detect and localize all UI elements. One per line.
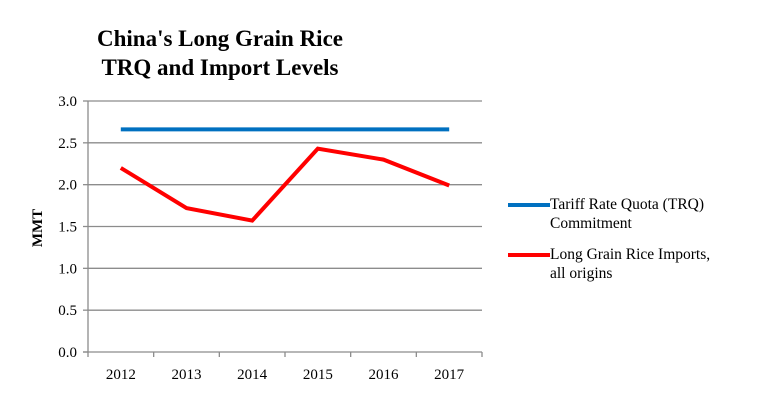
legend-label-imports-line-2: all origins <box>550 265 613 282</box>
legend-swatch-imports <box>508 253 550 257</box>
legend-label-imports-line-1: Long Grain Rice Imports, <box>550 246 711 263</box>
x-tick-label: 2017 <box>434 367 465 383</box>
y-tick-label: 1.0 <box>58 261 77 277</box>
x-tick-label: 2012 <box>106 367 136 383</box>
y-tick-label: 1.5 <box>58 220 77 236</box>
axes <box>83 100 483 357</box>
x-tick-label: 2014 <box>237 367 268 383</box>
y-tick-label: 0.0 <box>58 345 77 361</box>
x-tick-label: 2015 <box>303 367 333 383</box>
chart-title-line-2: TRQ and Import Levels <box>101 55 339 80</box>
legend-swatch-trq <box>508 203 550 207</box>
y-tick-label: 3.0 <box>58 94 77 110</box>
x-tick-label: 2016 <box>369 367 400 383</box>
y-tick-label: 2.0 <box>58 178 77 194</box>
series-lines <box>119 127 450 223</box>
legend-label-trq-line-1: Tariff Rate Quota (TRQ) <box>550 196 705 213</box>
x-tick-labels: 2012 2013 2014 2015 2016 2017 <box>106 367 465 383</box>
y-axis-label: MMT <box>30 209 46 247</box>
y-tick-label: 2.5 <box>58 136 77 152</box>
gridlines <box>88 100 482 311</box>
series-line-imports <box>119 146 450 223</box>
y-tick-label: 0.5 <box>58 303 77 319</box>
chart-title: China's Long Grain Rice TRQ and Import L… <box>60 24 380 82</box>
chart-title-line-1: China's Long Grain Rice <box>96 26 343 51</box>
y-tick-labels: 0.0 0.5 1.0 1.5 2.0 2.5 3.0 <box>58 94 77 361</box>
line-chart: 0.00.51.01.52.02.53.0 2012 2013 2014 2015 20… <box>30 94 483 383</box>
legend-label-trq-line-2: Commitment <box>550 215 632 232</box>
x-tick-label: 2013 <box>172 367 202 383</box>
